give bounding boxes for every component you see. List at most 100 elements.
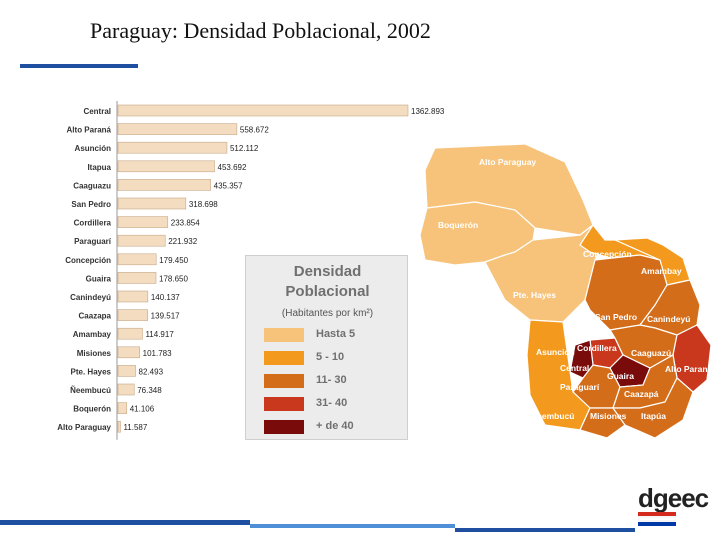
- map-label-caaguazu: Caaguazú: [631, 348, 671, 358]
- category-label: San Pedro: [71, 200, 111, 209]
- legend-label: Hasta 5: [316, 328, 356, 340]
- map-label-cordillera: Cordillera: [577, 343, 617, 353]
- map-label-canindeyu: Canindeyú: [647, 314, 690, 324]
- map-label-itapua: Itapúa: [641, 411, 666, 421]
- legend-label: + de 40: [316, 420, 354, 432]
- legend-title-line2: Poblacional: [285, 283, 370, 300]
- category-label: Concepción: [65, 256, 111, 265]
- legend-swatch: [264, 420, 304, 434]
- footer-bar-dark: [0, 520, 250, 525]
- map-region-misiones: [579, 407, 626, 439]
- category-label: Canindeyú: [70, 293, 111, 302]
- bar: [117, 272, 157, 284]
- logo-text: dgeec: [638, 483, 709, 513]
- value-label: 221.932: [168, 237, 197, 246]
- bar: [117, 346, 140, 359]
- category-label: Central: [83, 107, 111, 116]
- legend-swatch: [264, 351, 304, 365]
- legend-label: 5 - 10: [316, 351, 345, 363]
- map-region-alto-paraguay: [424, 143, 594, 236]
- legend-swatch: [264, 328, 304, 342]
- map-label-paraguari: Paraguarí: [560, 382, 600, 392]
- footer-bar-light: [250, 524, 455, 528]
- legend-subtitle: (Habitantes por km²): [281, 308, 374, 319]
- map-label-misiones: Misiones: [590, 411, 627, 421]
- map-label-san-pedro: San Pedro: [595, 312, 637, 322]
- title-underline: [20, 64, 138, 68]
- bar: [117, 160, 215, 173]
- category-label: Guaira: [86, 274, 112, 283]
- map-label-guaira: Guaira: [607, 371, 634, 381]
- legend-label: 11- 30: [316, 374, 347, 386]
- category-label: Itapua: [87, 163, 111, 172]
- bar: [117, 197, 187, 210]
- map-label-pte-hayes: Pte. Hayes: [513, 290, 556, 300]
- map-label-neembucu: Ñeembucú: [531, 411, 574, 421]
- legend-swatch: [264, 374, 304, 388]
- map-label-alto-paraguay: Alto Paraguay: [479, 157, 536, 167]
- map-region-itapua: [611, 377, 694, 439]
- value-label: 318.698: [189, 200, 218, 209]
- value-label: 178.650: [159, 274, 188, 283]
- bar: [117, 309, 148, 321]
- category-label: Pte. Hayes: [71, 367, 112, 376]
- bar: [117, 104, 409, 117]
- legend-title-line1: Densidad: [293, 263, 362, 280]
- category-label: Caazapa: [79, 312, 112, 321]
- density-legend: Densidad Poblacional (Habitantes por km²…: [245, 255, 408, 440]
- category-label: Cordillera: [74, 219, 112, 228]
- map-label-alto-parana: Alto Paraná: [665, 364, 713, 374]
- category-label: Caaguazu: [73, 181, 111, 190]
- page-title: Paraguay: Densidad Poblacional, 2002: [90, 18, 431, 43]
- bar: [117, 234, 166, 247]
- map-label-asuncion: Asunción: [536, 347, 575, 357]
- value-label: 512.112: [230, 144, 259, 153]
- map-label-boqueron: Boquerón: [438, 220, 478, 230]
- bar: [117, 253, 157, 266]
- value-label: 233.854: [171, 219, 200, 228]
- value-label: 11.587: [123, 423, 147, 432]
- bar: [117, 420, 121, 433]
- value-label: 1362.893: [411, 107, 445, 116]
- bar: [117, 327, 143, 340]
- bar: [117, 402, 128, 414]
- category-label: Misiones: [77, 349, 112, 358]
- bar: [117, 383, 135, 396]
- map-label-caazapa: Caazapá: [624, 389, 659, 399]
- legend-title: Densidad Poblacional: [246, 262, 409, 302]
- category-label: Boquerón: [73, 405, 111, 414]
- category-label: Asunción: [75, 144, 112, 153]
- value-label: 139.517: [151, 312, 180, 321]
- value-label: 558.672: [240, 126, 269, 135]
- value-label: 435.357: [214, 181, 243, 190]
- logo-flag-stripes-icon: [638, 512, 676, 526]
- value-label: 41.106: [130, 405, 155, 414]
- value-label: 101.783: [143, 349, 172, 358]
- footer-bar-dark-2: [455, 528, 635, 532]
- bar: [117, 290, 149, 303]
- category-label: Alto Paraguay: [57, 423, 111, 432]
- value-label: 76.348: [137, 386, 162, 395]
- bar: [117, 365, 136, 377]
- value-label: 82.493: [139, 367, 164, 376]
- category-label: Ñeembucú: [70, 386, 111, 395]
- legend-label: 31- 40: [316, 397, 348, 409]
- map-label-amambay: Amambay: [641, 266, 682, 276]
- dgeec-logo: dgeec: [638, 483, 714, 526]
- paraguay-density-map: Alto Paraguay Boquerón Concepción Amamba…: [419, 143, 713, 439]
- bar: [117, 179, 211, 191]
- value-label: 140.137: [151, 293, 180, 302]
- category-label: Amambay: [73, 330, 112, 339]
- map-label-central: Central: [560, 363, 589, 373]
- value-label: 179.450: [159, 256, 188, 265]
- value-label: 114.917: [145, 330, 174, 339]
- legend-swatch: [264, 397, 304, 411]
- category-label: Paraguarí: [74, 237, 112, 246]
- population-bar-chart: Central 1362.893 Alto Paraná 558.672 Asunció…: [57, 101, 445, 440]
- bar: [117, 216, 169, 228]
- value-label: 453.692: [218, 163, 247, 172]
- map-label-concepcion: Concepción: [583, 249, 632, 259]
- bar: [117, 141, 228, 154]
- category-label: Alto Paraná: [67, 126, 112, 135]
- bar: [117, 123, 238, 135]
